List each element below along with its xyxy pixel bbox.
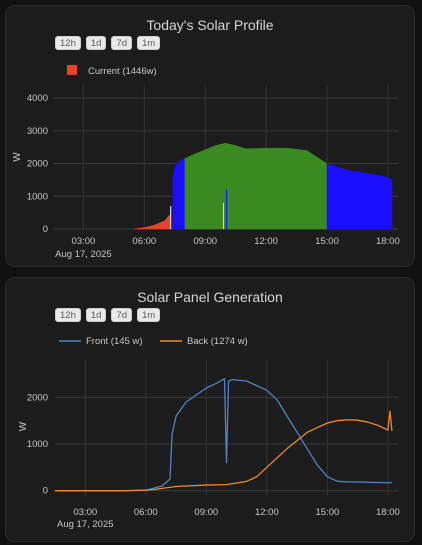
series-area-current: [134, 213, 171, 230]
panel-generation-card: Solar Panel Generation 12h 1d 7d 1m Fron…: [5, 277, 415, 542]
series-line-front: [55, 378, 392, 492]
solar-profile-chart: Current (1446w) 0 1000 2000 3000 4000 03:00 06:…: [12, 65, 400, 260]
legend-swatch: [67, 65, 77, 75]
range-12h-button[interactable]: 12h: [55, 36, 81, 50]
range-button-group: 12h 1d 7d 1m: [55, 36, 161, 50]
x-tick-label: 03:00: [72, 236, 96, 247]
range-12h-button[interactable]: 12h: [55, 308, 81, 322]
x-tick-label: 06:00: [132, 236, 156, 247]
x-tick-label: 15:00: [315, 507, 339, 518]
y-tick-label: 0: [43, 224, 48, 235]
x-tick-label: 09:00: [194, 507, 218, 518]
y-tick-label: 3000: [27, 126, 48, 137]
chart-title: Today's Solar Profile: [146, 17, 274, 33]
x-tick-label: 18:00: [376, 507, 400, 518]
range-button-group: 12h 1d 7d 1m: [55, 308, 161, 322]
solar-profile-card: Today's Solar Profile 12h 1d 7d 1m Curre…: [5, 5, 415, 267]
range-1m-button[interactable]: 1m: [137, 308, 161, 322]
x-tick-label: 09:00: [193, 236, 217, 247]
range-7d-button[interactable]: 7d: [111, 308, 133, 322]
legend-label: Front (145 w): [86, 336, 143, 347]
legend-label: Back (1274 w): [187, 336, 248, 347]
chart-title: Solar Panel Generation: [137, 289, 283, 305]
series-line-back: [55, 410, 393, 492]
x-tick-label: 06:00: [134, 507, 158, 518]
legend-label: Current (1446w): [88, 66, 157, 77]
range-1d-button[interactable]: 1d: [85, 36, 107, 50]
range-1d-button[interactable]: 1d: [85, 308, 107, 322]
y-axis-label: W: [12, 152, 23, 162]
y-tick-label: 4000: [27, 93, 48, 104]
x-tick-label: 15:00: [315, 236, 339, 247]
x-date-label: Aug 17, 2025: [57, 519, 114, 530]
x-tick-label: 18:00: [376, 236, 400, 247]
y-axis-label: W: [18, 421, 29, 431]
x-date-label: Aug 17, 2025: [55, 249, 112, 260]
series-area-segment: [184, 142, 328, 230]
panel-generation-chart: Front (145 w) Back (1274 w) 0 1000 2000 06:00…: [18, 336, 400, 530]
y-tick-label: 1000: [27, 439, 48, 450]
series-area-segment: [326, 163, 393, 230]
y-tick-label: 2000: [27, 392, 48, 403]
y-tick-label: 1000: [27, 191, 48, 202]
x-tick-label: 12:00: [254, 236, 278, 247]
x-tick-label: 03:00: [73, 507, 97, 518]
series-area-segment: [172, 158, 186, 230]
range-7d-button[interactable]: 7d: [111, 36, 133, 50]
x-tick-label: 12:00: [255, 507, 279, 518]
range-1m-button[interactable]: 1m: [137, 36, 161, 50]
y-tick-label: 0: [43, 486, 48, 497]
y-tick-label: 2000: [27, 159, 48, 170]
